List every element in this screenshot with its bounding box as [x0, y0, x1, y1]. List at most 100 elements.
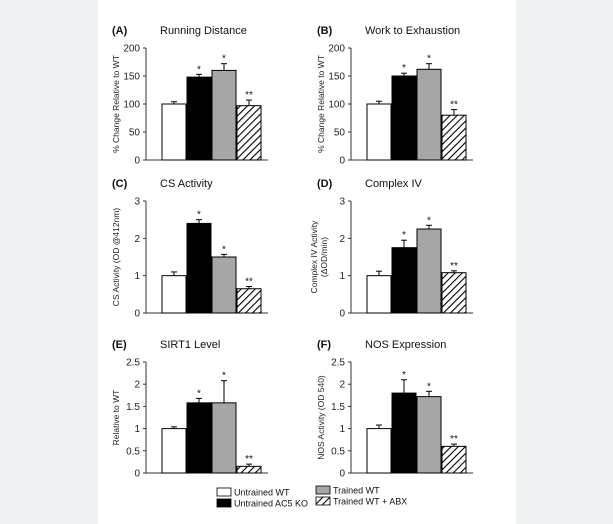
panel-title: Running Distance — [160, 25, 247, 37]
y-tick-label: 1.5 — [126, 402, 140, 413]
panel-title: NOS Expression — [365, 339, 446, 351]
y-tick-label: 0 — [339, 309, 345, 320]
y-tick-label: 200 — [328, 44, 345, 55]
panel-label: (C) — [112, 178, 128, 190]
y-tick-label: 150 — [123, 72, 140, 83]
bar — [366, 103, 392, 161]
y-tick-label: 0 — [134, 469, 140, 480]
significance-marker: * — [402, 63, 406, 74]
y-tick-label: 0.5 — [126, 446, 140, 457]
chart-panel-d: (D) Complex IV 0 1 2 3 Complex IV Activity (ΔOD… — [309, 178, 473, 320]
bar — [186, 402, 212, 474]
y-tick-label: 150 — [328, 72, 345, 83]
y-tick-label: 2 — [339, 380, 345, 391]
significance-marker: ** — [450, 100, 458, 111]
chart-panel-b: (B) Work to Exhaustion 0 50 100 150 200% Chang… — [316, 25, 473, 167]
y-tick-label: 1 — [134, 424, 140, 435]
bar — [161, 428, 187, 474]
y-axis-label: Relative to WT — [111, 390, 121, 446]
legend-label: Untrained AC5 KO — [234, 499, 308, 509]
legend-label: Trained WT — [333, 486, 380, 496]
bar — [391, 75, 417, 161]
chart-panel-a: (A) Running Distance 0 50 100 150 200% Change … — [111, 25, 268, 167]
y-axis-label-units: (ΔOD/min) — [319, 237, 329, 277]
significance-marker: * — [427, 381, 431, 392]
y-axis-label: NOS Activity (OD 540) — [316, 375, 326, 460]
significance-marker: * — [222, 371, 226, 382]
y-tick-label: 0 — [134, 156, 140, 167]
panel-label: (E) — [112, 339, 127, 351]
y-axis-label: % Change Relative to WT — [316, 55, 326, 153]
y-axis-label: Complex IV Activity — [309, 220, 319, 293]
bar — [441, 272, 467, 314]
significance-marker: ** — [245, 90, 253, 101]
y-tick-label: 2.5 — [331, 358, 345, 369]
panel-label: (D) — [317, 178, 333, 190]
significance-marker: * — [222, 54, 226, 65]
y-tick-label: 50 — [334, 128, 346, 139]
figure-panel: (A) Running Distance 0 50 100 150 200% Change … — [98, 0, 516, 524]
y-tick-label: 100 — [123, 100, 140, 111]
bar — [391, 392, 417, 474]
significance-marker: * — [222, 244, 226, 255]
panel-title: Complex IV — [365, 178, 423, 190]
significance-marker: ** — [450, 261, 458, 272]
legend-swatch — [315, 485, 331, 495]
bar — [441, 445, 467, 474]
significance-marker: * — [197, 210, 201, 221]
y-tick-label: 2.5 — [126, 358, 140, 369]
bar — [391, 247, 417, 314]
significance-marker: * — [427, 54, 431, 65]
y-tick-label: 2 — [339, 234, 345, 245]
bar — [211, 69, 237, 161]
legend-swatch — [216, 498, 232, 508]
panel-title: Work to Exhaustion — [365, 25, 460, 37]
y-tick-label: 3 — [339, 197, 345, 208]
significance-marker: ** — [450, 434, 458, 445]
bar — [416, 228, 442, 314]
bar — [186, 76, 212, 161]
y-axis-label: CS Activity (OD @412nm) — [111, 208, 121, 307]
panel-label: (A) — [112, 25, 128, 37]
y-tick-label: 100 — [328, 100, 345, 111]
y-tick-label: 0.5 — [331, 446, 345, 457]
y-tick-label: 200 — [123, 44, 140, 55]
legend-swatch — [315, 496, 331, 506]
y-tick-label: 2 — [134, 234, 140, 245]
y-tick-label: 1 — [339, 424, 345, 435]
bar — [441, 114, 467, 161]
bar — [416, 68, 442, 161]
y-tick-label: 1 — [134, 271, 140, 282]
significance-marker: * — [427, 215, 431, 226]
legend-swatch — [216, 487, 232, 497]
significance-marker: * — [197, 64, 201, 75]
y-tick-label: 0 — [134, 309, 140, 320]
panel-title: SIRT1 Level — [160, 339, 220, 351]
bar — [161, 103, 187, 161]
legend-label: Untrained WT — [234, 488, 290, 498]
y-tick-label: 1.5 — [331, 402, 345, 413]
y-tick-label: 50 — [129, 128, 141, 139]
significance-marker: * — [402, 370, 406, 381]
bar — [211, 402, 237, 474]
bar — [161, 275, 187, 314]
y-tick-label: 0 — [339, 469, 345, 480]
significance-marker: ** — [245, 276, 253, 287]
bar — [211, 256, 237, 314]
y-tick-label: 1 — [339, 271, 345, 282]
legend-label: Trained WT + ABX — [333, 497, 407, 507]
bar — [236, 288, 262, 314]
bar — [416, 396, 442, 474]
bar — [236, 465, 262, 474]
chart-panel-c: (C) CS Activity 0 1 2 3 CS Activity (OD @412nm… — [111, 178, 268, 320]
panel-title: CS Activity — [160, 178, 213, 190]
panel-label: (B) — [317, 25, 333, 37]
bar — [186, 222, 212, 314]
significance-marker: * — [402, 230, 406, 241]
significance-marker: * — [197, 388, 201, 399]
y-tick-label: 3 — [134, 197, 140, 208]
y-tick-label: 0 — [339, 156, 345, 167]
y-axis-label: % Change Relative to WT — [111, 55, 121, 153]
